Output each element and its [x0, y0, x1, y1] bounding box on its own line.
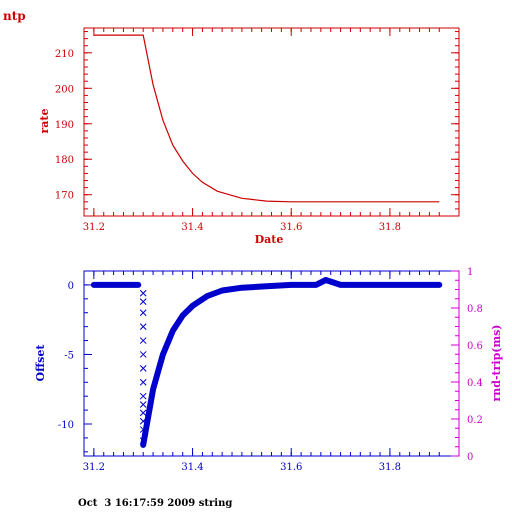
- offset-chart-right-tick-labels: 0 0.2 0.4 0.6 0.8 1: [467, 267, 483, 463]
- offset-chart-ticks: [84, 270, 459, 457]
- rate-chart: ntp 170 180 190 200 210 31.2 31.4 31.6 31.8 Dat…: [3, 9, 460, 246]
- offset-point-stroke: [139, 351, 147, 358]
- offset-point-stroke: [139, 365, 147, 372]
- rate-xtick-label: 31.8: [379, 222, 401, 233]
- offset-chart-ytick-labels: 0 -5 -10: [58, 281, 74, 431]
- offset-chart-xtick-labels: 31.2 31.4 31.6 31.8: [83, 462, 401, 473]
- offset-point-stroke: [139, 392, 147, 400]
- offset-xtick-label: 31.2: [83, 462, 105, 473]
- offset-point: [139, 309, 147, 317]
- offset-point-stroke: [139, 401, 147, 408]
- offset-point-stroke: [139, 417, 147, 425]
- offset-point: [139, 323, 147, 330]
- rate-xtick-label: 31.6: [280, 222, 302, 233]
- offset-right-tick-label: 0.6: [467, 341, 483, 352]
- offset-point: [139, 298, 147, 305]
- rate-chart-xlabel: Date: [255, 233, 284, 246]
- offset-right-tick-label: 0: [467, 452, 473, 463]
- offset-point: [139, 417, 147, 425]
- offset-point: [139, 437, 147, 445]
- offset-xtick-label: 31.8: [379, 462, 401, 473]
- rate-chart-ticks: [84, 28, 459, 217]
- offset-point-stroke: [139, 323, 147, 330]
- footer-timestamp: Oct 3 16:17:59 2009 string: [78, 498, 233, 509]
- rate-ytick-label: 210: [55, 49, 74, 60]
- offset-points: [139, 289, 147, 445]
- rate-ytick-label: 200: [55, 84, 74, 95]
- offset-ytick-label: -10: [58, 420, 74, 431]
- offset-point-stroke: [139, 309, 147, 317]
- rate-xtick-label: 31.4: [181, 222, 203, 233]
- offset-point: [139, 401, 147, 408]
- offset-point-stroke: [139, 337, 147, 344]
- offset-right-tick-label: 1: [467, 267, 473, 278]
- rate-chart-ytick-labels: 170 180 190 200 210: [55, 49, 74, 202]
- offset-point-stroke: [139, 289, 147, 297]
- rate-xtick-label: 31.2: [83, 222, 105, 233]
- offset-point-stroke: [139, 298, 147, 305]
- offset-chart: 0 -5 -10 0 0.2 0.4 0.6 0.8 1 31.2 31.4 31.6 31.8 O…: [34, 267, 503, 473]
- offset-point-stroke: [139, 437, 147, 445]
- offset-chart-ylabel: Offset: [34, 344, 47, 382]
- offset-xtick-label: 31.4: [181, 462, 203, 473]
- rate-chart-ylabel: rate: [38, 108, 51, 133]
- offset-point: [139, 392, 147, 400]
- offset-right-tick-label: 0.4: [467, 378, 483, 389]
- offset-point-stroke: [139, 426, 147, 433]
- rate-chart-xtick-labels: 31.2 31.4 31.6 31.8: [83, 222, 401, 233]
- offset-point-stroke: [139, 409, 147, 417]
- rate-ytick-label: 170: [55, 191, 74, 202]
- rate-ytick-label: 180: [55, 155, 74, 166]
- offset-point: [139, 378, 147, 386]
- offset-chart-right-ylabel: rnd-trip(ms): [490, 324, 503, 401]
- offset-right-tick-label: 0.8: [467, 304, 483, 315]
- offset-point: [139, 351, 147, 358]
- offset-point: [139, 426, 147, 433]
- offset-point: [139, 337, 147, 344]
- rate-chart-title: ntp: [3, 9, 26, 23]
- offset-ytick-label: 0: [68, 281, 74, 292]
- offset-point-stroke: [139, 378, 147, 386]
- rate-series-line: [93, 34, 440, 203]
- rate-chart-frame: [83, 27, 460, 217]
- rate-ytick-label: 190: [55, 120, 74, 131]
- offset-curve-band: [90, 277, 443, 448]
- offset-point: [139, 289, 147, 297]
- offset-right-tick-label: 0.2: [467, 415, 483, 426]
- offset-xtick-label: 31.6: [280, 462, 302, 473]
- offset-point: [139, 365, 147, 372]
- offset-ytick-label: -5: [64, 350, 74, 361]
- offset-point: [139, 409, 147, 417]
